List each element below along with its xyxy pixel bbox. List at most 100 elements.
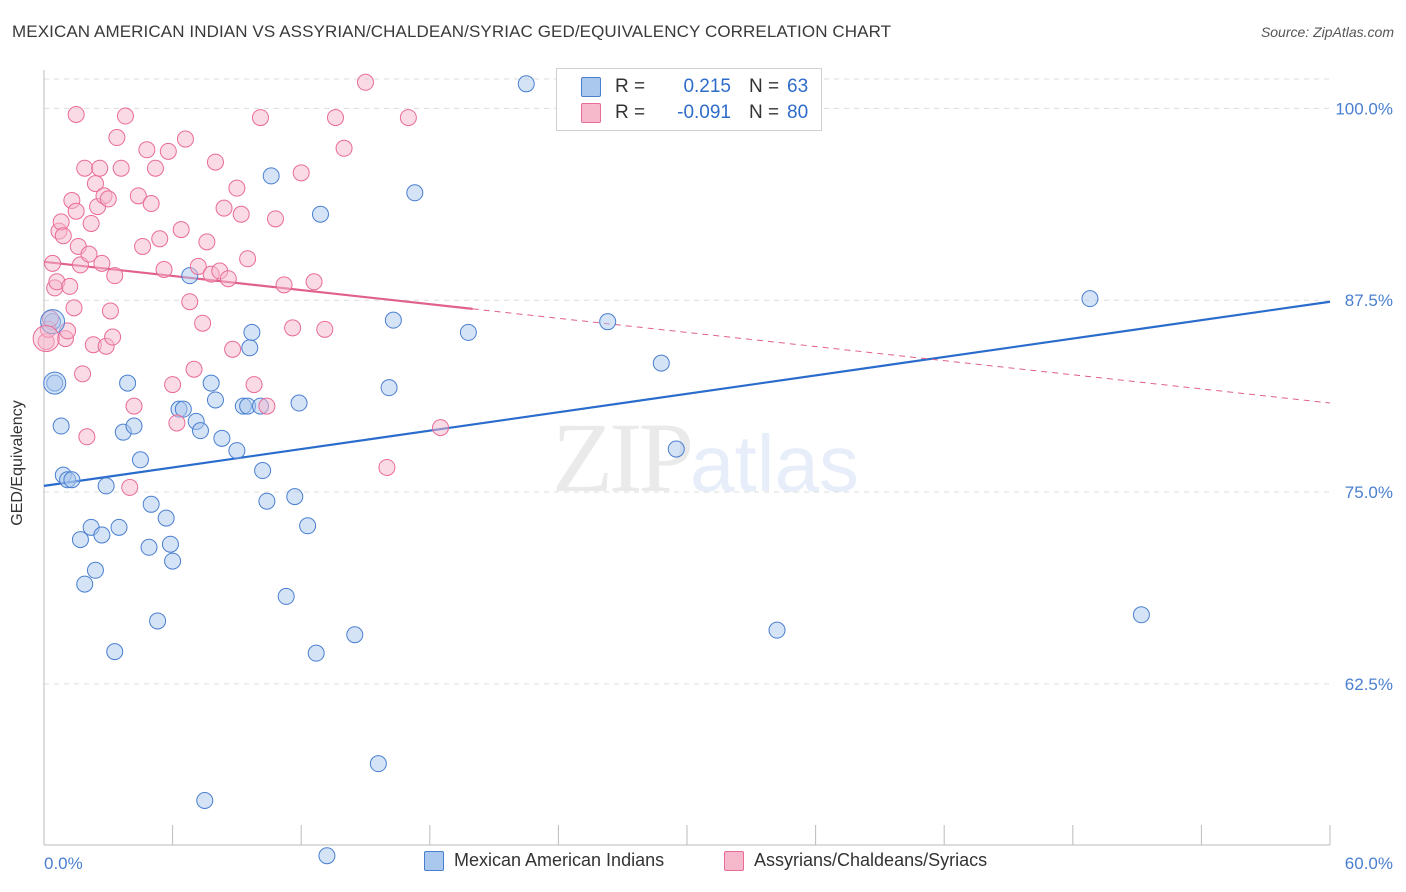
point-mexican xyxy=(131,451,149,469)
point-mexican xyxy=(202,374,220,392)
point-assyrian xyxy=(172,221,190,239)
point-mexican xyxy=(369,755,387,773)
chart-title: MEXICAN AMERICAN INDIAN VS ASSYRIAN/CHAL… xyxy=(12,22,892,41)
point-mexican xyxy=(599,313,617,331)
point-mexican xyxy=(258,492,276,510)
point-assyrian xyxy=(112,159,130,177)
y-tick-label: 100.0% xyxy=(1335,99,1393,118)
watermark-zip: ZIP xyxy=(552,402,694,513)
correlation-legend: R = 0.215 N = 63 R = -0.091 N = 80 xyxy=(556,68,822,131)
point-assyrian xyxy=(335,139,353,157)
point-mexican xyxy=(346,626,364,644)
point-mexican xyxy=(1081,290,1099,308)
point-mexican xyxy=(380,379,398,397)
legend-n-value: 80 xyxy=(787,102,809,123)
point-assyrian xyxy=(78,428,96,446)
point-assyrian xyxy=(258,397,276,415)
point-mexican xyxy=(106,643,124,661)
point-assyrian xyxy=(176,130,194,148)
point-assyrian xyxy=(101,302,119,320)
legend-swatch-blue xyxy=(581,77,601,97)
point-mexican xyxy=(311,205,329,223)
point-mexican xyxy=(254,462,272,480)
point-assyrian xyxy=(164,376,182,394)
point-assyrian xyxy=(266,210,284,228)
point-assyrian xyxy=(125,397,143,415)
point-assyrian xyxy=(251,109,269,127)
point-mexican xyxy=(196,791,214,809)
point-mexican xyxy=(97,477,115,495)
point-assyrian xyxy=(82,214,100,232)
point-assyrian xyxy=(65,299,83,317)
point-mexican xyxy=(652,354,670,372)
legend-r-value: -0.091 xyxy=(677,102,731,123)
axes xyxy=(43,70,1331,846)
point-assyrian xyxy=(219,270,237,288)
point-mexican xyxy=(93,526,111,544)
point-assyrian xyxy=(86,175,104,193)
point-assyrian xyxy=(432,419,450,437)
point-assyrian xyxy=(32,325,60,353)
legend-item-assyrian[interactable]: Assyrians/Chaldeans/Syriacs xyxy=(724,850,987,871)
point-assyrian xyxy=(146,159,164,177)
watermark: ZIPatlas xyxy=(552,400,859,515)
point-assyrian xyxy=(76,159,94,177)
point-mexican xyxy=(110,518,128,536)
point-mexican xyxy=(262,167,280,185)
point-assyrian xyxy=(67,202,85,220)
point-mexican xyxy=(384,311,402,329)
point-mexican xyxy=(157,509,175,527)
point-mexican xyxy=(241,339,259,357)
point-assyrian xyxy=(232,205,250,223)
point-mexican xyxy=(406,184,424,202)
point-assyrian xyxy=(142,195,160,213)
point-assyrian xyxy=(305,273,323,291)
point-assyrian xyxy=(228,179,246,197)
point-mexican xyxy=(140,538,158,556)
point-assyrian xyxy=(93,254,111,272)
point-assyrian xyxy=(106,267,124,285)
data-points xyxy=(32,73,1150,865)
point-assyrian xyxy=(239,250,257,268)
legend-r-value: 0.215 xyxy=(683,76,731,97)
point-assyrian xyxy=(44,254,62,272)
legend-n-label: N = xyxy=(749,102,780,123)
watermark-atlas: atlas xyxy=(690,419,859,508)
legend-n-label: N = xyxy=(749,76,780,97)
legend-label-assyrian: Assyrians/Chaldeans/Syriacs xyxy=(754,850,988,870)
point-mexican xyxy=(286,488,304,506)
point-mexican xyxy=(191,422,209,440)
point-mexican xyxy=(318,847,336,865)
legend-swatch-pink xyxy=(724,850,744,871)
point-mexican xyxy=(243,323,261,341)
point-assyrian xyxy=(121,478,139,496)
point-assyrian xyxy=(67,106,85,124)
point-assyrian xyxy=(74,365,92,383)
point-assyrian xyxy=(378,458,396,476)
trend-line-mexican xyxy=(43,300,1331,487)
point-assyrian xyxy=(108,129,126,147)
y-tick-label: 62.5% xyxy=(1345,675,1393,694)
point-assyrian xyxy=(159,142,177,160)
point-assyrian xyxy=(399,109,417,127)
legend-r-label: R = xyxy=(615,102,646,123)
point-assyrian xyxy=(138,141,156,159)
point-assyrian xyxy=(168,414,186,432)
point-assyrian xyxy=(189,257,207,275)
point-mexican xyxy=(228,442,246,460)
point-mexican xyxy=(277,587,295,605)
point-assyrian xyxy=(151,230,169,248)
point-assyrian xyxy=(80,245,98,263)
point-assyrian xyxy=(198,233,216,251)
point-assyrian xyxy=(284,319,302,337)
point-assyrian xyxy=(326,109,344,127)
legend-item-mexican[interactable]: Mexican American Indians xyxy=(424,850,664,871)
point-assyrian xyxy=(155,261,173,279)
x-tick-label-max: 60.0% xyxy=(1345,854,1393,873)
gridlines xyxy=(44,78,1330,685)
point-assyrian xyxy=(292,164,310,182)
point-mexican xyxy=(63,471,81,489)
point-mexican xyxy=(299,517,317,535)
point-mexican xyxy=(125,417,143,435)
point-mexican xyxy=(213,429,231,447)
